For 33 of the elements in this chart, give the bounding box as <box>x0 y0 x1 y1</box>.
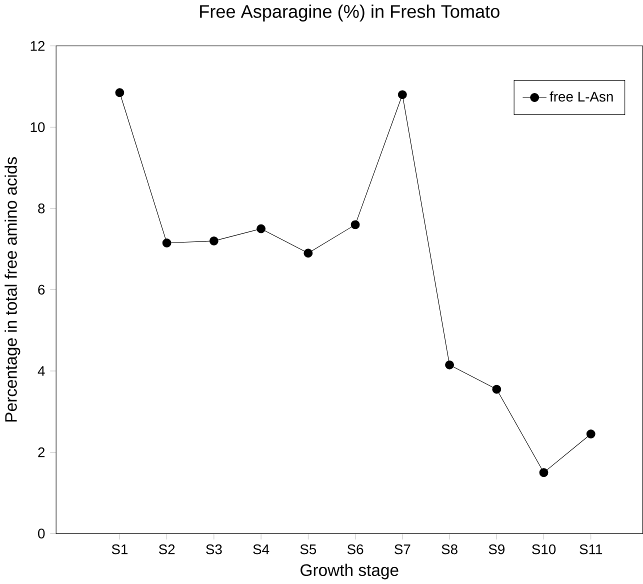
point <box>209 236 218 246</box>
y-axis-title: Percentage in total free amino acids <box>4 157 20 422</box>
y-tick-label: 10 <box>30 122 45 132</box>
x-tick-label: S6 <box>347 544 364 554</box>
point <box>586 430 596 438</box>
point <box>539 468 548 478</box>
y-tick-label: 8 <box>38 204 45 214</box>
point <box>350 220 360 230</box>
x-tick-label: S9 <box>488 544 505 554</box>
y-tick-label: 6 <box>38 284 45 295</box>
x-tick-label: S2 <box>158 544 175 554</box>
y-tick-label: 2 <box>38 447 45 458</box>
x-tick-label: S4 <box>253 544 270 554</box>
x-tick-label: S10 <box>532 544 556 554</box>
point <box>398 90 407 100</box>
y-tick-label: 12 <box>30 41 45 51</box>
y-tick-label: 4 <box>38 366 45 376</box>
point <box>304 248 313 258</box>
x-tick-label: S5 <box>300 544 316 554</box>
point <box>115 88 124 98</box>
point <box>256 224 266 234</box>
legend-label: free L-Asn <box>550 91 613 102</box>
point <box>162 238 172 248</box>
x-tick-label: S11 <box>580 544 602 554</box>
chart-title: Free Asparagine (%) in Fresh Tomato <box>200 4 500 22</box>
x-tick-label: S7 <box>394 544 410 554</box>
y-tick-label: 0 <box>38 528 45 538</box>
x-axis-title: Growth stage <box>300 564 398 580</box>
x-tick-label: S8 <box>442 544 458 554</box>
point <box>492 384 502 394</box>
x-tick-label: S3 <box>206 544 222 554</box>
point <box>445 360 454 370</box>
x-tick-label: S1 <box>112 544 128 554</box>
